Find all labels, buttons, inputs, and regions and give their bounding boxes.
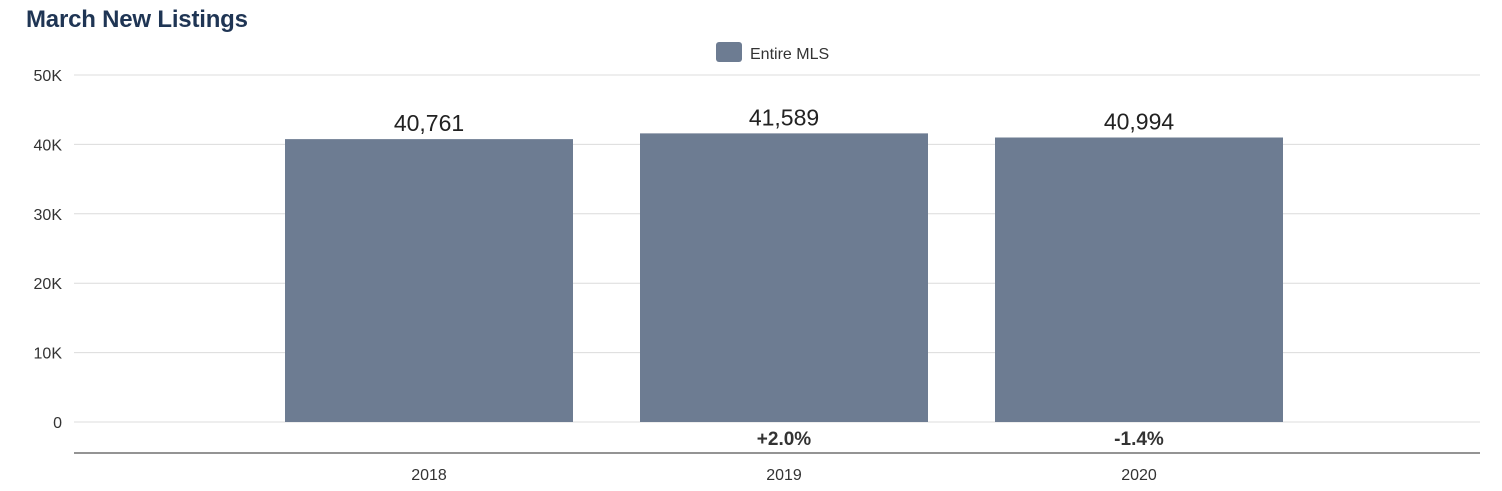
y-tick-label: 40K bbox=[34, 137, 63, 154]
bar bbox=[640, 133, 928, 422]
x-tick-label: 2020 bbox=[1121, 467, 1157, 484]
y-tick-label: 0 bbox=[53, 415, 62, 432]
y-tick-label: 20K bbox=[34, 276, 63, 293]
data-label: 41,589 bbox=[749, 104, 819, 130]
y-tick-label: 10K bbox=[34, 346, 63, 363]
change-label: +2.0% bbox=[757, 429, 812, 450]
bar bbox=[285, 139, 573, 423]
y-tick-label: 50K bbox=[34, 68, 63, 85]
y-tick-label: 30K bbox=[34, 207, 63, 224]
data-label: 40,761 bbox=[394, 110, 464, 136]
x-tick-label: 2018 bbox=[411, 467, 447, 484]
y-axis-ticks: 0 10K 20K 30K 40K 50K bbox=[34, 68, 63, 432]
x-tick-label: 2019 bbox=[766, 467, 802, 484]
x-axis: 2018 2019 2020 bbox=[74, 452, 1480, 484]
data-label: 40,994 bbox=[1104, 109, 1175, 135]
chart-title: March New Listings bbox=[26, 6, 248, 33]
legend: Entire MLS bbox=[716, 42, 829, 63]
change-label: -1.4% bbox=[1114, 429, 1164, 450]
bars: 40,761 41,589 +2.0% 40,994 -1.4% bbox=[285, 104, 1283, 450]
legend-swatch bbox=[716, 42, 742, 62]
bar bbox=[995, 137, 1283, 422]
legend-label: Entire MLS bbox=[750, 46, 829, 63]
